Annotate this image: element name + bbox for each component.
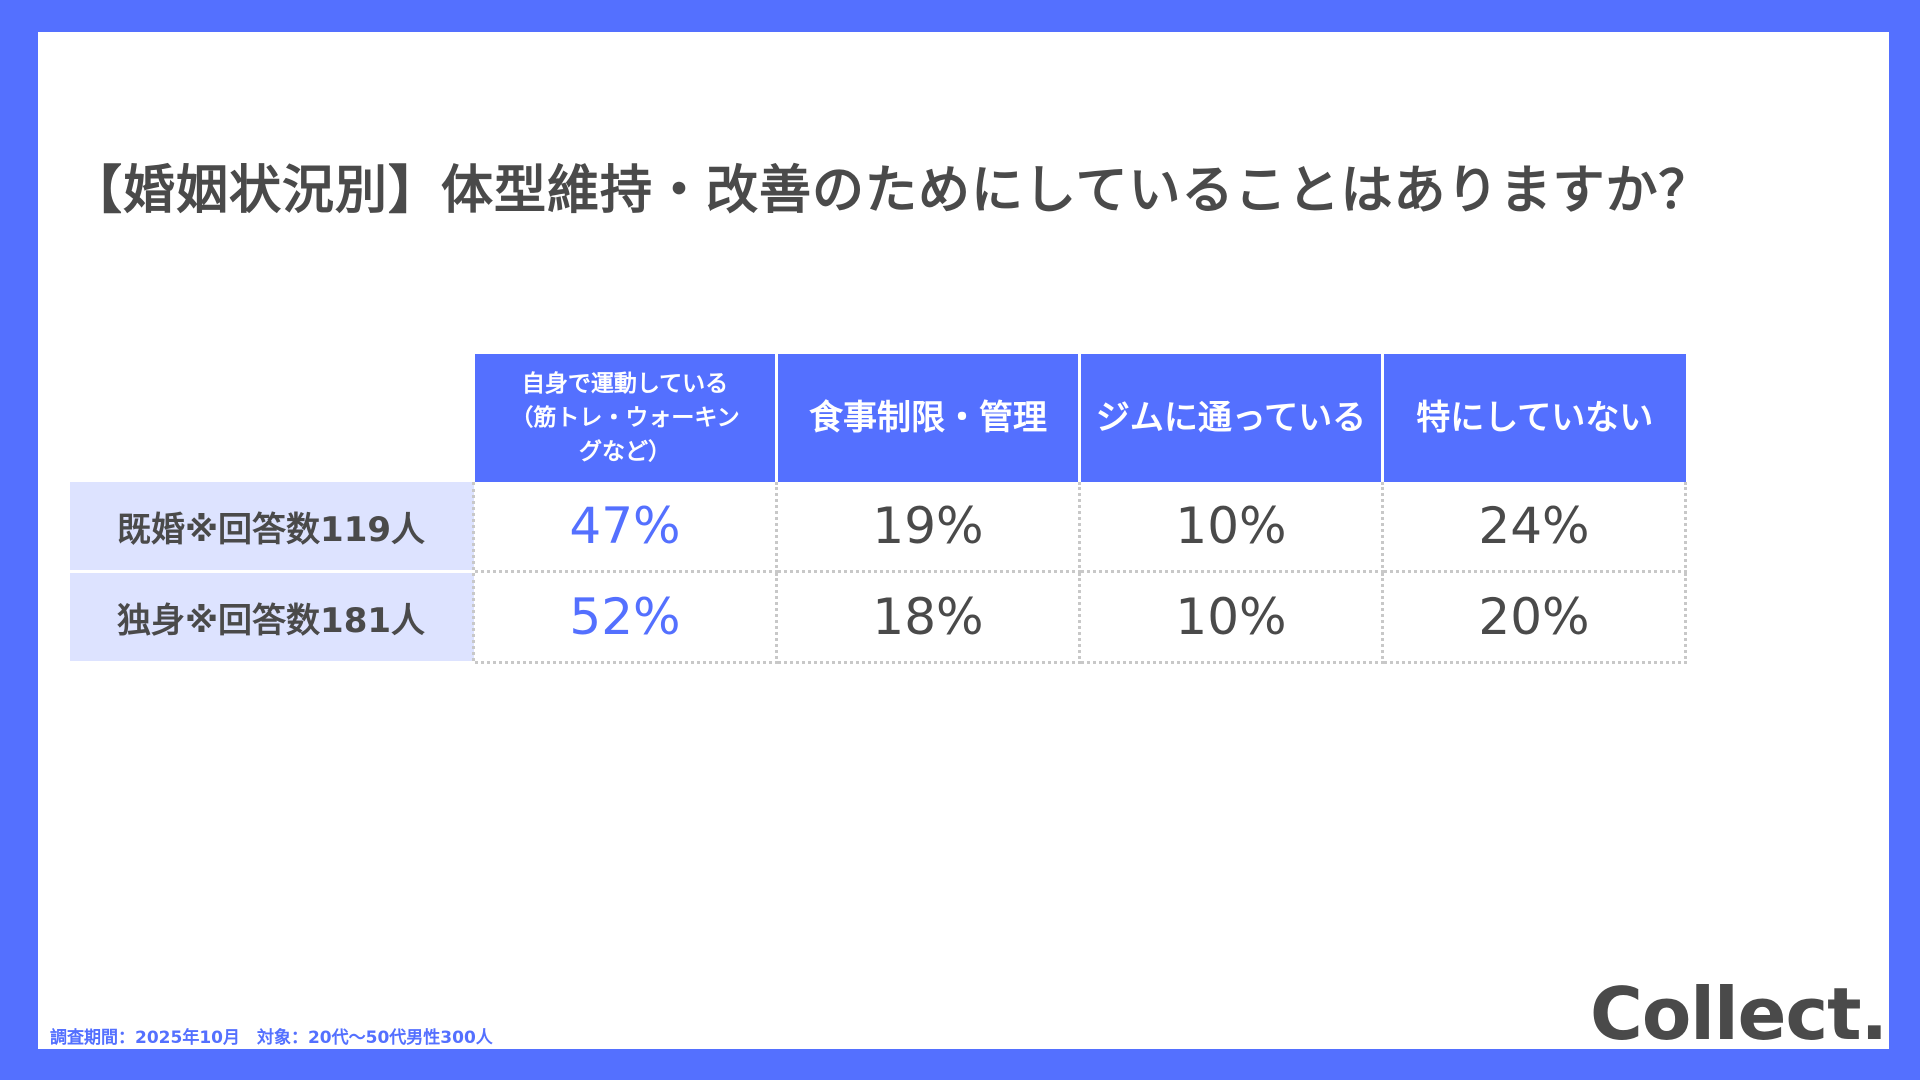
column-header-nothing: 特にしていない <box>1381 354 1686 482</box>
brand-logo: Collect. <box>1590 972 1888 1056</box>
data-label-married-nothing: 24% <box>1382 482 1687 573</box>
data-label-single-exercise: 52% <box>472 571 778 664</box>
column-header-gym: ジムに通っている <box>1078 354 1383 482</box>
table-row-married: 既婚※回答数119人 47% 19% 10% 24% <box>70 482 1687 573</box>
data-label-single-gym: 10% <box>1079 571 1384 664</box>
column-header-line: 自身で運動している <box>521 371 729 397</box>
data-label-married-gym: 10% <box>1079 482 1384 573</box>
table-row-single: 独身※回答数181人 52% 18% 10% 20% <box>70 571 1687 664</box>
column-header-diet: 食事制限・管理 <box>775 354 1080 482</box>
column-header-line: （筋トレ・ウォーキン <box>510 405 740 431</box>
data-label-married-exercise: 47% <box>472 482 778 573</box>
column-header-exercise: 自身で運動している （筋トレ・ウォーキン グなど） <box>472 354 777 482</box>
data-table: 自身で運動している （筋トレ・ウォーキン グなど） 食事制限・管理 ジムに通って… <box>70 354 1687 664</box>
column-header-line: グなど） <box>579 439 671 465</box>
chart-title: 【婚姻状況別】体型維持・改善のためにしていることはありますか？ <box>70 161 1712 221</box>
header-row: 自身で運動している （筋トレ・ウォーキン グなど） 食事制限・管理 ジムに通って… <box>70 354 1686 482</box>
corner-cell <box>70 354 474 482</box>
row-header-married: 既婚※回答数119人 <box>70 482 474 573</box>
data-label-single-diet: 18% <box>776 571 1081 664</box>
row-header-single: 独身※回答数181人 <box>70 571 474 664</box>
data-label-single-nothing: 20% <box>1382 571 1687 664</box>
data-label-married-diet: 19% <box>776 482 1081 573</box>
survey-footnote: 調査期間：2025年10月 対象：20代〜50代男性300人 <box>50 1028 493 1048</box>
